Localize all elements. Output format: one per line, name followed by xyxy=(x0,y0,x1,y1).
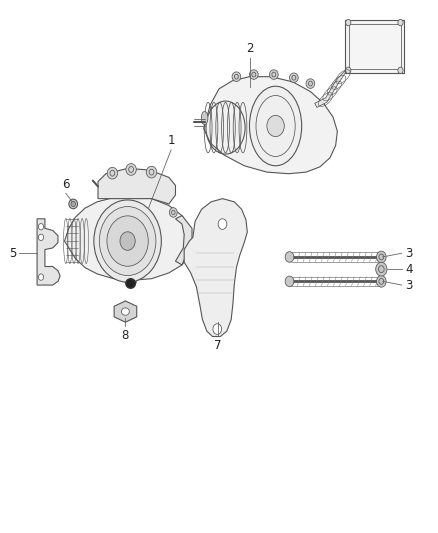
Ellipse shape xyxy=(94,200,161,282)
Ellipse shape xyxy=(213,324,222,334)
Ellipse shape xyxy=(126,164,136,175)
Ellipse shape xyxy=(170,208,177,217)
Text: 8: 8 xyxy=(122,328,129,342)
Text: 5: 5 xyxy=(9,247,17,260)
Ellipse shape xyxy=(306,79,315,88)
Ellipse shape xyxy=(218,219,227,229)
Ellipse shape xyxy=(120,232,135,251)
Ellipse shape xyxy=(107,167,117,179)
Text: 4: 4 xyxy=(405,263,413,276)
Ellipse shape xyxy=(290,73,298,83)
Ellipse shape xyxy=(398,67,403,74)
Polygon shape xyxy=(176,216,192,265)
Ellipse shape xyxy=(269,70,278,79)
Text: 3: 3 xyxy=(405,279,413,292)
Text: 2: 2 xyxy=(247,43,254,55)
Bar xyxy=(345,20,404,73)
Ellipse shape xyxy=(121,308,129,316)
Text: 3: 3 xyxy=(405,247,413,260)
Ellipse shape xyxy=(71,201,75,207)
Ellipse shape xyxy=(376,262,387,276)
Ellipse shape xyxy=(201,111,208,125)
Ellipse shape xyxy=(398,19,403,26)
Ellipse shape xyxy=(39,234,44,240)
Ellipse shape xyxy=(285,276,294,287)
Ellipse shape xyxy=(232,72,241,82)
Polygon shape xyxy=(98,168,176,204)
Ellipse shape xyxy=(285,252,294,262)
Ellipse shape xyxy=(99,207,156,276)
Bar xyxy=(349,23,401,69)
Ellipse shape xyxy=(250,86,302,166)
Polygon shape xyxy=(64,197,192,280)
Polygon shape xyxy=(184,199,247,336)
Ellipse shape xyxy=(346,19,351,26)
Ellipse shape xyxy=(250,70,258,79)
Ellipse shape xyxy=(146,166,157,178)
Ellipse shape xyxy=(126,279,135,288)
Polygon shape xyxy=(37,219,60,285)
Ellipse shape xyxy=(377,276,386,287)
Ellipse shape xyxy=(107,216,148,266)
Ellipse shape xyxy=(39,274,44,280)
Ellipse shape xyxy=(377,251,386,263)
Polygon shape xyxy=(204,77,337,174)
Text: 1: 1 xyxy=(167,134,175,147)
Polygon shape xyxy=(114,301,137,322)
Ellipse shape xyxy=(346,67,351,74)
Ellipse shape xyxy=(69,199,78,209)
Ellipse shape xyxy=(124,274,137,286)
Ellipse shape xyxy=(267,115,284,136)
Text: 7: 7 xyxy=(214,339,222,352)
Polygon shape xyxy=(315,70,345,108)
Ellipse shape xyxy=(39,223,44,230)
Text: 6: 6 xyxy=(62,177,70,191)
